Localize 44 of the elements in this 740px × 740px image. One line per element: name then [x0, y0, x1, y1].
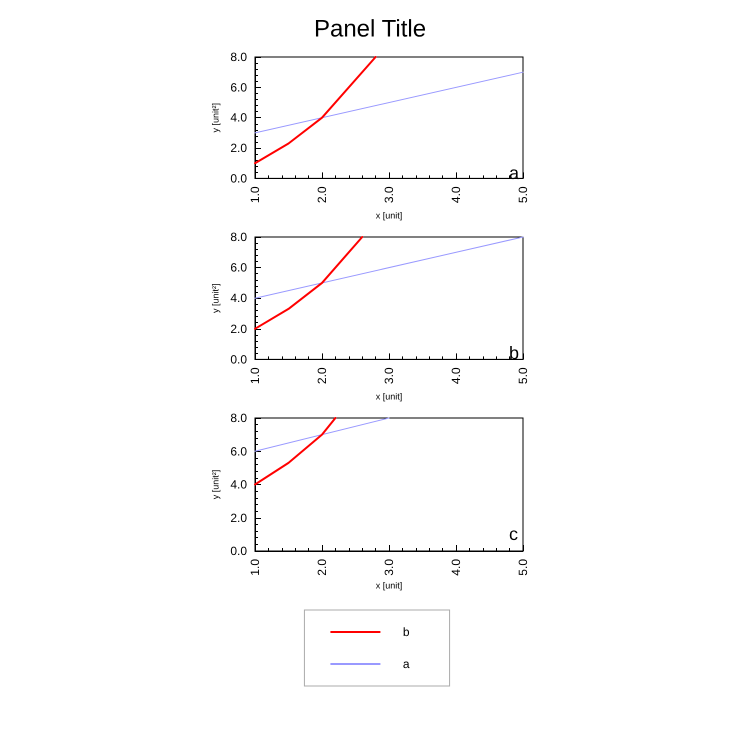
y-tick-label: 4.0	[230, 291, 248, 306]
y-tick-label: 0.0	[230, 544, 248, 558]
x-tick-label: 3.0	[382, 186, 396, 204]
x-tick-label: 2.0	[315, 186, 329, 204]
y-tick-label: 8.0	[230, 230, 248, 244]
x-axis-title: x [unit]	[376, 210, 402, 220]
x-axis-title: x [unit]	[376, 580, 402, 590]
legend-label: b	[402, 625, 410, 639]
x-tick-label: 1.0	[248, 186, 262, 204]
x-tick-label: 5.0	[516, 186, 530, 204]
x-axis-title: x [unit]	[376, 392, 402, 402]
y-tick-label: 8.0	[230, 50, 248, 64]
x-tick-label: 3.0	[382, 558, 396, 576]
y-axis-title: y [unit²]	[210, 470, 220, 500]
x-tick-label: 5.0	[516, 367, 530, 384]
y-tick-label: 2.0	[230, 141, 248, 156]
y-tick-label: 6.0	[230, 444, 248, 458]
x-tick-label: 1.0	[248, 367, 262, 384]
x-tick-label: 2.0	[315, 367, 329, 384]
annotation: c	[509, 524, 518, 544]
y-tick-label: 4.0	[230, 478, 248, 492]
y-tick-label: 0.0	[230, 171, 248, 186]
x-tick-label: 5.0	[516, 558, 530, 576]
y-tick-label: 8.0	[230, 411, 248, 425]
annotation: b	[509, 343, 520, 363]
x-tick-label: 4.0	[449, 558, 463, 576]
line-series	[254, 56, 377, 164]
legend-label: a	[402, 657, 410, 671]
y-tick-label: 2.0	[230, 322, 248, 336]
x-tick-label: 4.0	[449, 367, 463, 384]
y-tick-label: 2.0	[230, 510, 248, 525]
line-series	[254, 417, 336, 486]
x-tick-label: 2.0	[315, 558, 329, 576]
y-axis-title: y [unit²]	[210, 283, 220, 313]
line-series	[254, 236, 364, 330]
y-tick-label: 4.0	[230, 110, 248, 125]
y-tick-label: 6.0	[230, 80, 248, 94]
y-tick-label: 0.0	[230, 352, 248, 366]
x-tick-label: 1.0	[248, 558, 262, 576]
y-tick-label: 6.0	[230, 260, 248, 275]
y-axis-title: y [unit²]	[210, 102, 220, 132]
chart-title: Panel Title	[314, 16, 426, 42]
x-tick-label: 3.0	[382, 367, 396, 384]
x-tick-label: 4.0	[449, 186, 463, 204]
